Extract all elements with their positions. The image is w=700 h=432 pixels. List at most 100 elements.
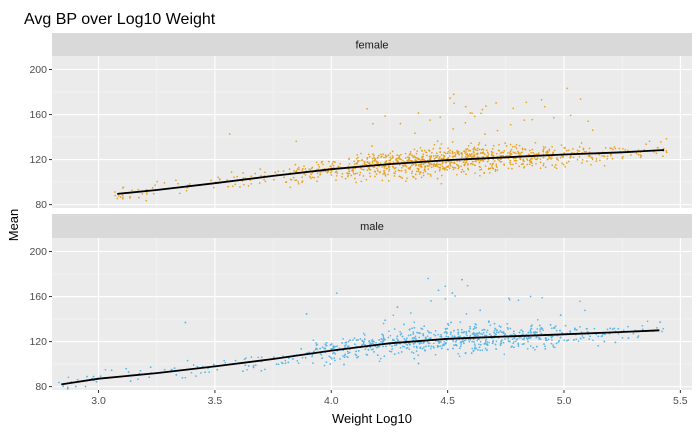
data-point	[544, 166, 547, 169]
data-point	[531, 118, 534, 121]
data-point	[641, 328, 644, 331]
data-point	[441, 165, 444, 168]
data-point	[410, 172, 413, 175]
data-point	[477, 143, 480, 146]
data-point	[473, 164, 476, 167]
data-point	[432, 345, 435, 348]
data-point	[412, 175, 414, 178]
data-point	[365, 178, 368, 181]
data-point	[151, 187, 154, 189]
data-point	[559, 329, 562, 332]
data-point	[310, 173, 312, 175]
data-point	[555, 167, 558, 170]
data-point	[294, 163, 297, 166]
data-point	[129, 380, 132, 382]
data-point	[412, 336, 415, 339]
data-point	[540, 98, 543, 101]
data-point	[346, 172, 349, 175]
data-point	[383, 169, 385, 172]
data-point	[361, 168, 363, 171]
data-point	[581, 158, 584, 161]
data-point	[315, 344, 318, 346]
y-tick-label: 80	[35, 199, 47, 211]
data-point	[604, 333, 606, 336]
data-point	[396, 159, 399, 162]
data-point	[178, 192, 181, 195]
data-point	[527, 331, 530, 334]
data-point	[586, 327, 588, 330]
data-point	[375, 341, 377, 344]
facet-strip	[52, 214, 692, 238]
data-point	[464, 152, 466, 154]
data-point	[498, 149, 501, 152]
data-point	[484, 340, 487, 342]
scatter-points	[58, 277, 665, 390]
data-point	[485, 149, 488, 152]
data-point	[432, 165, 435, 168]
data-point	[447, 147, 449, 150]
data-point	[410, 164, 413, 167]
data-point	[425, 337, 427, 339]
data-point	[356, 172, 358, 175]
data-point	[492, 158, 495, 161]
data-point	[433, 163, 435, 165]
data-point	[388, 165, 391, 168]
data-point	[368, 172, 371, 175]
data-point	[452, 340, 454, 343]
data-point	[394, 172, 396, 175]
data-point	[296, 168, 299, 170]
data-point	[434, 334, 437, 337]
data-point	[453, 335, 456, 337]
data-point	[483, 172, 486, 175]
data-point	[640, 155, 643, 157]
data-point	[301, 167, 304, 170]
data-point	[351, 168, 354, 171]
data-point	[439, 168, 441, 171]
data-point	[438, 170, 441, 172]
data-point	[478, 142, 481, 144]
data-point	[555, 342, 558, 345]
data-point	[110, 369, 113, 372]
data-point	[329, 356, 332, 359]
data-point	[458, 160, 461, 163]
data-point	[242, 370, 244, 373]
data-point	[335, 170, 338, 173]
data-point	[434, 330, 437, 332]
data-point	[502, 154, 505, 157]
data-point	[381, 341, 384, 343]
data-point	[443, 344, 445, 347]
data-point	[372, 153, 374, 155]
data-point	[429, 173, 432, 176]
data-point	[498, 143, 500, 146]
data-point	[415, 164, 418, 166]
data-point	[480, 112, 482, 115]
data-point	[462, 170, 465, 173]
data-point	[295, 140, 298, 143]
data-point	[491, 165, 493, 167]
data-point	[359, 171, 362, 174]
data-point	[512, 332, 515, 335]
data-point	[430, 155, 433, 157]
data-point	[592, 339, 594, 342]
data-point	[565, 162, 568, 164]
data-point	[208, 371, 211, 373]
x-tick-label: 5.5	[673, 395, 688, 407]
data-point	[372, 156, 375, 159]
data-point	[471, 332, 474, 335]
data-point	[531, 324, 533, 327]
data-point	[400, 153, 402, 156]
data-point	[613, 146, 616, 148]
data-point	[475, 347, 477, 350]
data-point	[439, 151, 442, 153]
data-point	[422, 163, 425, 165]
data-point	[556, 158, 558, 161]
data-point	[378, 360, 381, 363]
data-point	[474, 347, 476, 350]
data-point	[122, 186, 125, 189]
data-point	[485, 334, 488, 337]
data-point	[552, 346, 555, 348]
data-point	[564, 165, 567, 168]
data-point	[421, 149, 423, 152]
data-point	[332, 352, 334, 355]
data-point	[464, 352, 467, 354]
